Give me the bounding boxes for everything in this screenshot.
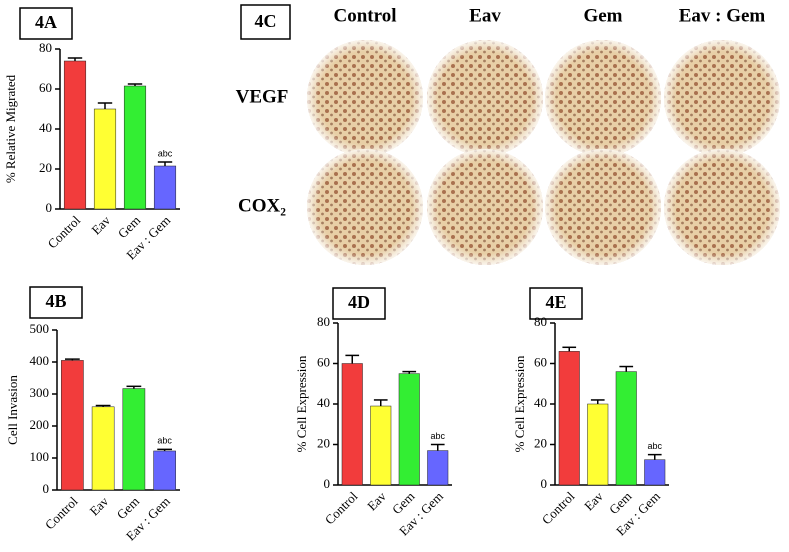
x-tick-label: Eav bbox=[581, 488, 606, 513]
error-bar bbox=[67, 57, 83, 61]
micrograph-edge bbox=[545, 149, 661, 265]
y-tick-label: 200 bbox=[30, 417, 50, 432]
x-tick-label: Control bbox=[539, 488, 578, 527]
y-tick-label: 40 bbox=[534, 395, 547, 410]
micrograph-edge bbox=[307, 40, 423, 156]
bar bbox=[341, 363, 363, 486]
error-bar bbox=[345, 354, 360, 364]
x-tick-label: Control bbox=[45, 212, 84, 251]
error-bar bbox=[619, 365, 634, 372]
y-tick-label: 0 bbox=[46, 200, 53, 215]
bar bbox=[587, 403, 609, 486]
y-axis-label: Cell Invasion bbox=[5, 375, 20, 445]
column-header: Gem bbox=[583, 5, 622, 26]
significance-label: abc bbox=[430, 431, 445, 441]
panel-label: 4A bbox=[35, 12, 57, 32]
y-tick-label: 100 bbox=[30, 449, 50, 464]
y-axis-label: % Relative Migrated bbox=[3, 74, 18, 183]
y-tick-label: 80 bbox=[317, 314, 330, 329]
y-tick-label: 60 bbox=[534, 354, 547, 369]
bar bbox=[91, 406, 115, 491]
y-tick-label: 0 bbox=[541, 476, 548, 491]
error-bar bbox=[127, 83, 143, 86]
bar bbox=[123, 85, 147, 210]
row-label: VEGF bbox=[236, 86, 289, 107]
error-bar bbox=[157, 161, 173, 166]
column-header: Eav bbox=[469, 5, 501, 26]
y-tick-label: 0 bbox=[43, 481, 50, 496]
bar bbox=[615, 371, 637, 486]
y-axis-label: % Cell Expression bbox=[294, 355, 309, 452]
x-tick-label: Eav bbox=[86, 493, 111, 518]
bar bbox=[153, 165, 177, 210]
bar bbox=[153, 450, 176, 491]
x-tick-label: Control bbox=[42, 493, 81, 532]
bar bbox=[427, 450, 449, 486]
y-tick-label: 400 bbox=[30, 353, 50, 368]
bar bbox=[398, 373, 420, 486]
y-tick-label: 80 bbox=[534, 314, 547, 329]
panel-box bbox=[29, 286, 83, 319]
bar bbox=[122, 388, 146, 491]
panel-box bbox=[240, 4, 291, 40]
error-bar bbox=[97, 102, 113, 109]
y-tick-label: 80 bbox=[39, 40, 52, 55]
bar bbox=[61, 360, 84, 491]
y-axis-label: % Cell Expression bbox=[512, 355, 527, 452]
micrograph-edge bbox=[307, 149, 423, 265]
error-bar bbox=[647, 453, 662, 460]
x-tick-label: Eav bbox=[88, 212, 113, 237]
y-tick-label: 60 bbox=[317, 354, 330, 369]
error-bar bbox=[373, 399, 388, 407]
bar bbox=[370, 405, 392, 486]
error-bar bbox=[95, 404, 111, 407]
bar bbox=[63, 60, 87, 210]
panel-label: 4E bbox=[545, 292, 566, 312]
row-label: COX₂ bbox=[238, 195, 286, 216]
error-bar bbox=[64, 358, 80, 361]
y-tick-label: 500 bbox=[30, 321, 50, 336]
panel-label: 4D bbox=[348, 292, 370, 312]
panel-box bbox=[332, 287, 386, 320]
micrograph-edge bbox=[664, 40, 780, 156]
panel-box bbox=[529, 287, 583, 320]
error-bar bbox=[157, 448, 173, 451]
micrograph-edge bbox=[664, 149, 780, 265]
bar bbox=[558, 351, 580, 486]
micrograph-edge bbox=[427, 149, 543, 265]
y-tick-label: 40 bbox=[317, 395, 330, 410]
panel-label: 4C bbox=[255, 11, 277, 31]
significance-label: abc bbox=[647, 441, 662, 451]
y-tick-label: 0 bbox=[324, 476, 331, 491]
significance-label: abc bbox=[157, 436, 172, 446]
y-tick-label: 60 bbox=[39, 80, 52, 95]
panel-label: 4B bbox=[45, 291, 66, 311]
error-bar bbox=[402, 370, 417, 374]
bar bbox=[93, 108, 117, 210]
error-bar bbox=[590, 399, 605, 404]
y-tick-label: 20 bbox=[534, 435, 547, 450]
significance-label: abc bbox=[158, 148, 173, 158]
micrograph-edge bbox=[427, 40, 543, 156]
panel-box bbox=[19, 7, 73, 40]
micrograph-edge bbox=[545, 40, 661, 156]
y-tick-label: 20 bbox=[39, 160, 52, 175]
error-bar bbox=[562, 346, 577, 352]
error-bar bbox=[430, 443, 445, 451]
x-tick-label: Eav bbox=[364, 488, 389, 513]
bar bbox=[644, 459, 666, 486]
y-tick-label: 40 bbox=[39, 120, 52, 135]
error-bar bbox=[126, 385, 142, 389]
y-tick-label: 20 bbox=[317, 435, 330, 450]
column-header: Control bbox=[334, 5, 397, 26]
x-tick-label: Control bbox=[322, 488, 361, 527]
column-header: Eav : Gem bbox=[679, 5, 766, 26]
y-tick-label: 300 bbox=[30, 385, 50, 400]
